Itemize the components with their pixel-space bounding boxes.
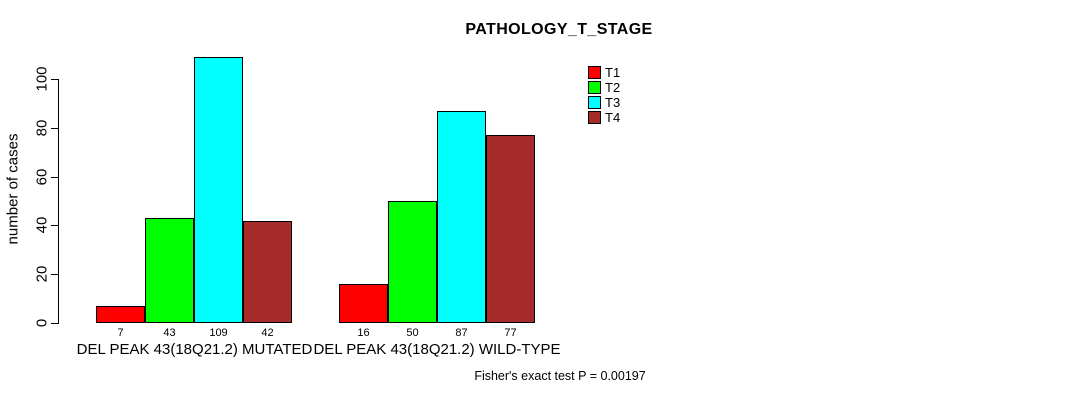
y-tick-label-80: 80 bbox=[33, 119, 51, 137]
y-tick-0 bbox=[51, 323, 58, 324]
y-tick-20 bbox=[51, 274, 58, 275]
y-axis-line bbox=[58, 79, 59, 324]
legend-label-t1: T1 bbox=[605, 65, 621, 80]
legend-swatch-t4 bbox=[588, 111, 601, 124]
y-tick-60 bbox=[51, 177, 58, 178]
legend-swatch-t3 bbox=[588, 96, 601, 109]
bar-value-label: 50 bbox=[406, 327, 419, 339]
bar-value-label: 77 bbox=[504, 327, 517, 339]
bar-value-label: 43 bbox=[163, 327, 176, 339]
y-tick-label-0: 0 bbox=[33, 318, 51, 328]
bar-value-label: 42 bbox=[261, 327, 274, 339]
y-tick-100 bbox=[51, 79, 58, 80]
stat-test-footnote: Fisher's exact test P = 0.00197 bbox=[474, 369, 646, 383]
group-label-2: DEL PEAK 43(18Q21.2) WILD-TYPE bbox=[313, 341, 561, 358]
bar-t2-group2 bbox=[388, 201, 437, 323]
y-tick-label-40: 40 bbox=[33, 216, 51, 234]
y-axis-title: number of cases bbox=[4, 133, 22, 245]
y-tick-40 bbox=[51, 225, 58, 226]
bar-value-label: 87 bbox=[455, 327, 468, 339]
legend-swatch-t1 bbox=[588, 66, 601, 79]
bar-t4-group2 bbox=[486, 135, 535, 323]
bar-t2-group1 bbox=[145, 218, 194, 323]
bar-value-label: 7 bbox=[117, 327, 124, 339]
y-tick-80 bbox=[51, 128, 58, 129]
bar-t3-group2 bbox=[437, 111, 486, 323]
legend-label-t2: T2 bbox=[605, 80, 621, 95]
bar-t1-group2 bbox=[339, 284, 388, 323]
group-label-1: DEL PEAK 43(18Q21.2) MUTATED bbox=[76, 341, 313, 358]
bar-value-label: 16 bbox=[357, 327, 370, 339]
legend-swatch-t2 bbox=[588, 81, 601, 94]
y-tick-label-60: 60 bbox=[33, 168, 51, 186]
chart-title: PATHOLOGY_T_STAGE bbox=[465, 21, 653, 38]
y-tick-label-100: 100 bbox=[33, 66, 51, 92]
legend-label-t4: T4 bbox=[605, 110, 621, 125]
bar-t4-group1 bbox=[243, 221, 292, 323]
y-tick-label-20: 20 bbox=[33, 265, 51, 283]
bar-t3-group1 bbox=[194, 57, 243, 323]
bar-value-label: 109 bbox=[209, 327, 228, 339]
bar-t1-group1 bbox=[96, 306, 145, 323]
legend-label-t3: T3 bbox=[605, 95, 621, 110]
